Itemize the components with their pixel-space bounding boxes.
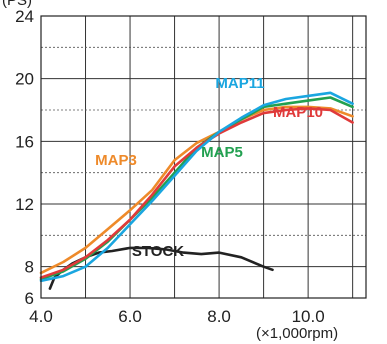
series-line-map11 (39, 91, 354, 283)
series-label-map3: MAP3 (95, 152, 137, 169)
y-tick-label: 16 (15, 132, 34, 151)
x-tick-label: 6.0 (118, 307, 142, 326)
series-label-layer: MAP11 MAP10 MAP3 MAP5 STOCK (95, 75, 323, 260)
series-layer (39, 91, 354, 290)
series-label-map11: MAP11 (215, 75, 264, 92)
x-tick-label: 4.0 (29, 307, 53, 326)
series-line-map5 (39, 96, 354, 281)
x-tick-label: 10.0 (292, 307, 325, 326)
tick-layer: 6 8 12 16 20 24 4.0 6.0 8.0 10.0 (15, 7, 325, 326)
series-label-stock: STOCK (132, 243, 184, 260)
plot-frame (40, 15, 367, 299)
y-tick-label: 12 (15, 195, 34, 214)
x-tick-label: 8.0 (207, 307, 231, 326)
series-label-map10: MAP10 (273, 104, 323, 121)
series-label-map5: MAP5 (201, 144, 243, 161)
x-axis-unit-label: (×1,000rpm) (256, 325, 338, 342)
y-tick-label: 8 (25, 258, 34, 277)
series-line-map10 (39, 107, 354, 279)
y-tick-label: 20 (15, 70, 34, 89)
grid-layer (41, 16, 366, 298)
y-axis-unit-label: (PS) (2, 0, 32, 9)
y-tick-label: 6 (25, 289, 34, 308)
y-tick-label: 24 (15, 7, 34, 26)
series-line-map3 (39, 105, 354, 275)
